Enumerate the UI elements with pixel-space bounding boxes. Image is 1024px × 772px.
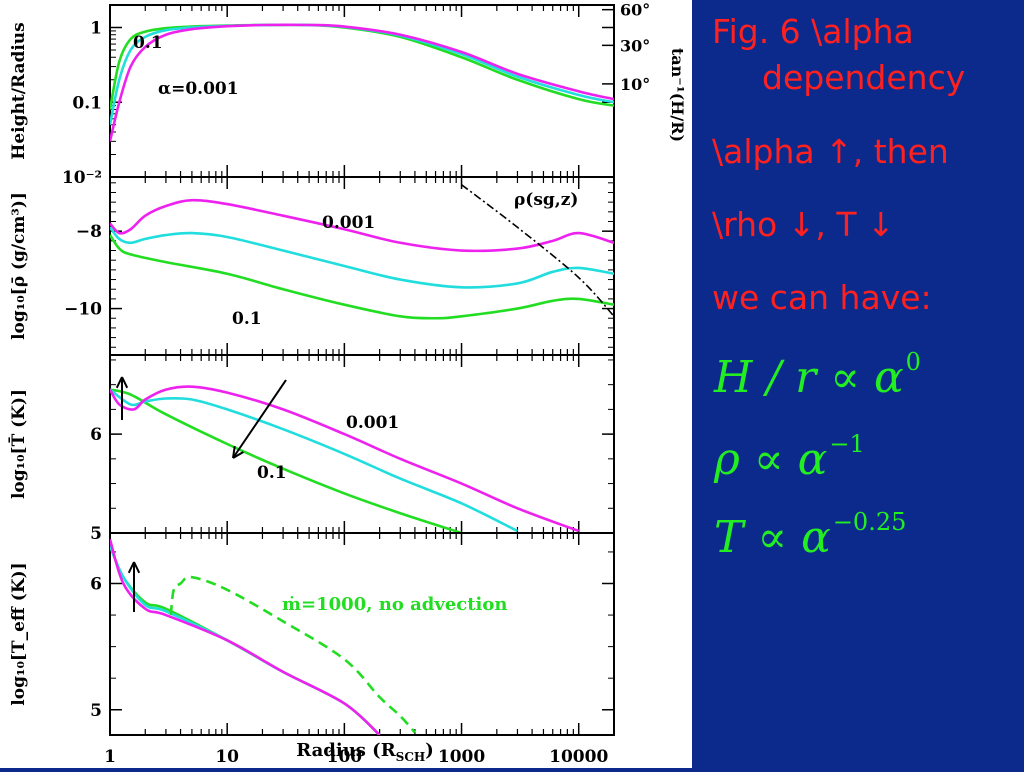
x-tick-label: 100 (327, 747, 363, 767)
equation-temperature-exp: −0.25 (832, 508, 907, 536)
panel-temperature-series-alpha_0.01 (110, 388, 519, 533)
equation-temperature: T ∝ α−0.25 (714, 508, 906, 563)
equation-temperature-base: T ∝ α (714, 512, 831, 563)
we-can-have-text: we can have: (712, 278, 932, 317)
panel-density-series-alpha_0.001 (110, 198, 614, 253)
annotation-temp-0.1: 0.1 (257, 463, 287, 483)
equation-density: ρ ∝ α−1 (714, 430, 865, 485)
arrow-temp-trend-head (232, 445, 244, 459)
panel-density-ylabel: log₁₀[ρ̄ (g/cm³)] (9, 192, 29, 340)
panel-temperature-series-alpha_0.001 (110, 385, 580, 533)
panel-height-right-ylabel: tan⁻¹(H/R) (668, 48, 687, 142)
arrow-temp-inner-head (115, 376, 129, 389)
panel-effective_temperature-series-alpha_0.01 (110, 545, 381, 735)
panel-effective_temperature-series-alpha_0.1-dashed (169, 575, 416, 734)
panel-temperature-frame (109, 354, 615, 534)
annotation-density-0.001: 0.001 (322, 213, 375, 233)
panel-height-series-alpha_0.01 (110, 23, 614, 126)
panel-temperature-series-alpha_0.1 (110, 388, 462, 533)
panel-height-right-tick-label: 60° (620, 1, 650, 20)
arrow-temp-trend (232, 379, 287, 459)
panel-effective_temperature-series-alpha_0.001 (110, 538, 381, 735)
x-axis-label: Radius (RSCH) (296, 740, 434, 764)
equation-height-exp: 0 (905, 348, 921, 376)
panel-effective_temperature-ylabel: log₁₀[T_eff (K)] (9, 562, 29, 705)
caption-panel: Fig. 6 \alpha dependency \alpha ↑, then … (692, 0, 1024, 768)
panel-effective_temperature-ytick-label: 5 (90, 701, 102, 721)
alpha-up-text: \alpha ↑, then (712, 132, 949, 171)
annotation-density-0.1: 0.1 (232, 309, 262, 329)
annotation-alpha-0.1: 0.1 (133, 33, 163, 53)
figure-panel: 1 0.1 10⁻² 60° 30° 10° tan⁻¹(H/R) Height/Radius… (0, 0, 692, 768)
panel-effective_temperature-ytick-label: 6 (90, 575, 102, 595)
annotation-alpha-0.001: α=0.001 (158, 79, 239, 99)
panel-height-right-tick-label: 30° (620, 36, 650, 55)
annotation-no-advection: ṁ=1000, no advection (282, 594, 507, 615)
x-tick-label: 10 (215, 747, 239, 767)
arrow-teff-inner-head (127, 561, 141, 574)
equation-height-base: H / r ∝ α (714, 352, 904, 403)
x-tick-label: 1 (104, 747, 116, 767)
equation-height: H / r ∝ α0 (714, 348, 921, 403)
panel-temperature-ylabel: log₁₀[T̄ (K)] (8, 389, 29, 499)
rho-down-text: \rho ↓, T ↓ (712, 205, 895, 244)
caption-subtitle: dependency (762, 58, 966, 97)
panel-density-series-alpha_0.01 (110, 226, 614, 289)
panel-density-ytick-label: −8 (76, 222, 102, 242)
annotation-temp-0.001: 0.001 (346, 413, 399, 433)
panel-density-series-alpha_0.1 (110, 234, 614, 320)
panel-density-series-rho_sg_z-dashed (461, 184, 614, 317)
x-tick-label: 10000 (549, 747, 608, 767)
panel-effective_temperature-series-alpha_0.1 (110, 545, 381, 735)
chart-svg: 1 0.1 10⁻² 60° 30° 10° tan⁻¹(H/R) Height/Radius… (8, 1, 687, 767)
panel-temperature-ytick-label: 6 (90, 425, 102, 445)
equation-density-base: ρ ∝ α (714, 434, 828, 485)
equation-density-exp: −1 (829, 430, 865, 458)
annotation-rho-sg-z: ρ(sg,z) (514, 190, 578, 210)
panel-height-ytick-label: 10⁻² (62, 168, 102, 188)
panel-height-right-tick-label: 10° (620, 75, 650, 94)
caption-title: Fig. 6 \alpha (712, 12, 914, 51)
panel-height-ylabel: Height/Radius (9, 22, 29, 159)
panel-temperature-ytick-label: 5 (90, 524, 102, 544)
panel-density-ytick-label: −10 (64, 300, 102, 320)
x-tick-label: 1000 (438, 747, 485, 767)
panel-height-ytick-label: 0.1 (72, 93, 102, 113)
panel-height-ytick-label: 1 (90, 19, 102, 39)
panel-effective_temperature-frame (109, 532, 615, 736)
panel-height-series-alpha_0.001 (110, 23, 614, 142)
